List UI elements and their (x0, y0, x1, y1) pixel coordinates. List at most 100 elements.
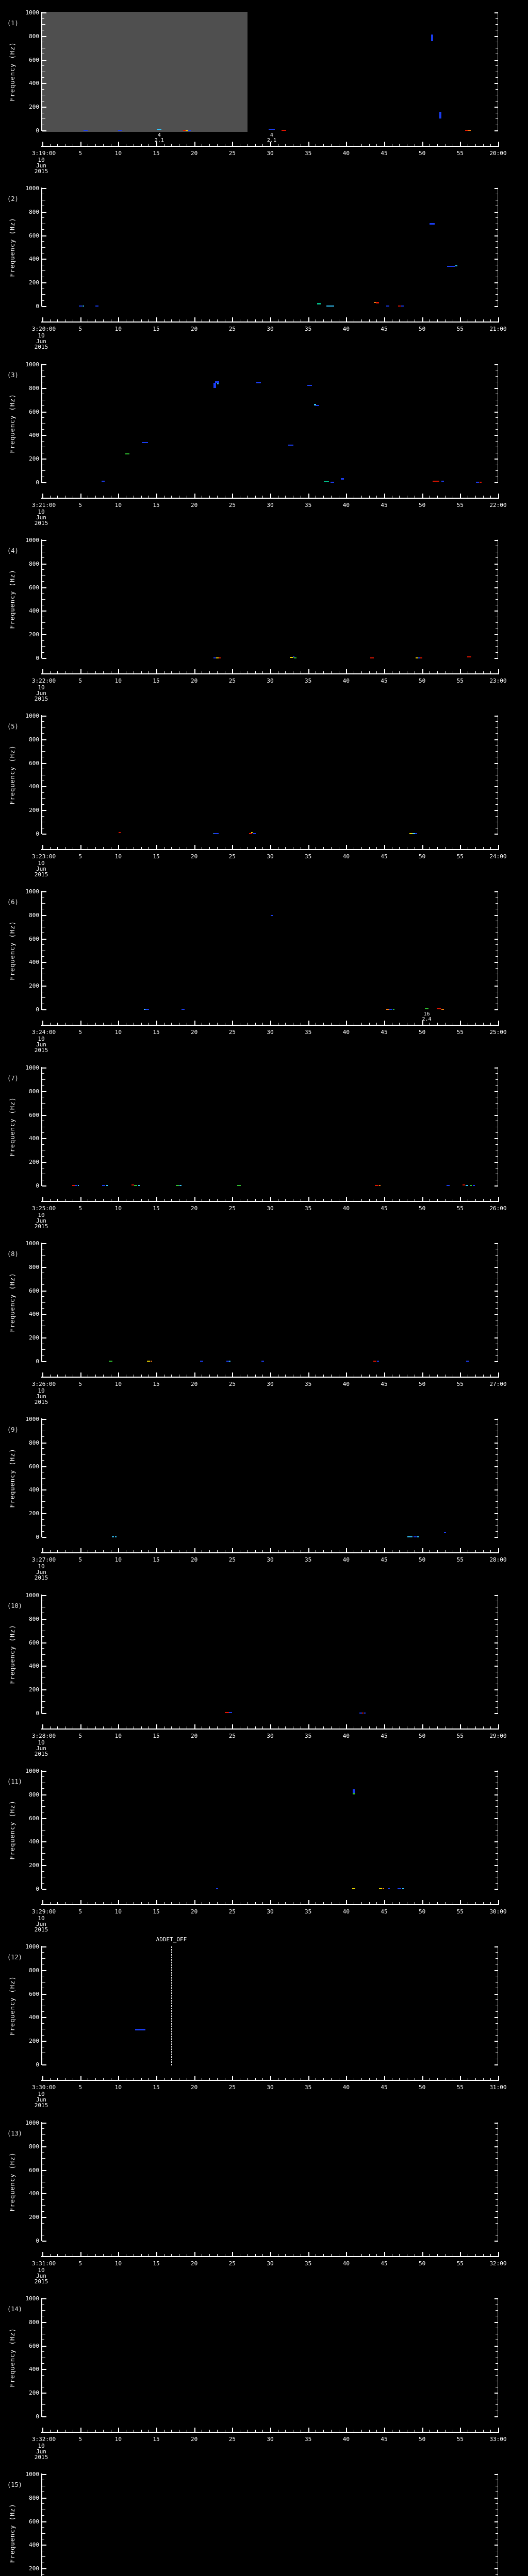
right-y-tick (494, 1595, 498, 1596)
y-tick (42, 294, 45, 295)
y-tick (42, 727, 45, 728)
x-tick-minor (50, 319, 51, 321)
date-line: Jun (36, 690, 46, 697)
x-tick-minor (483, 1550, 484, 1552)
x-tick-minor (323, 847, 324, 849)
y-tick (42, 65, 44, 66)
right-y-tick (494, 1489, 498, 1491)
x-tick-major (308, 2076, 309, 2080)
x-tick-label: 20 (191, 1205, 198, 1212)
right-y-tick (494, 2170, 498, 2171)
x-tick-minor (148, 1199, 150, 1201)
spectral-mark (463, 1184, 465, 1185)
x-tick-major (118, 1724, 120, 1728)
spectral-mark (383, 1888, 384, 1890)
spectrogram-panel: (12) Frequency (Hz) 0 200 400 600 800 1000 3:30:… (0, 1934, 528, 2110)
x-tick-major (270, 1548, 271, 1552)
x-tick-label: 35 (305, 1029, 312, 1036)
x-tick-label: 25 (228, 1733, 236, 1739)
y-tick-label: 600 (29, 2518, 39, 2525)
x-tick-label: 50 (419, 2260, 426, 2267)
y-tick (42, 1009, 46, 1010)
y-tick (42, 1337, 46, 1339)
x-start-time-label: 3:22:00 (31, 677, 56, 684)
y-tick-label: 800 (29, 1615, 39, 1622)
x-tick-major (498, 1372, 499, 1377)
spectral-mark (134, 1184, 138, 1187)
y-tick (42, 1654, 45, 1655)
x-tick-major (80, 142, 81, 146)
spectral-mark (269, 128, 275, 130)
y-tick (42, 997, 45, 998)
y-tick-label: 600 (29, 1463, 39, 1470)
y-tick (42, 2298, 46, 2299)
x-start-time-label: 3:23:00 (31, 853, 56, 860)
x-tick-major (460, 2428, 461, 2432)
y-tick (42, 1454, 45, 1455)
spectral-mark (392, 1008, 394, 1010)
x-tick-label: 15 (153, 2084, 160, 2091)
x-tick-major (194, 1900, 195, 1904)
x-tick-minor (444, 1375, 446, 1377)
y-tick (42, 2369, 46, 2370)
x-tick-label: 5 (78, 1908, 82, 1915)
y-tick (42, 557, 44, 558)
right-y-tick (494, 986, 498, 987)
x-tick-minor (255, 319, 256, 321)
right-y-tick (494, 739, 498, 740)
x-tick-minor (103, 1550, 104, 1552)
x-tick-label: 35 (305, 502, 312, 509)
right-y-tick (494, 2193, 498, 2195)
y-tick (42, 130, 46, 131)
y-tick (42, 798, 45, 799)
x-tick-minor (376, 2430, 377, 2432)
y-tick (42, 739, 46, 740)
x-tick-minor (141, 1726, 142, 1728)
y-tick (42, 810, 46, 811)
x-tick-label: 30 (267, 853, 274, 860)
right-y-tick (496, 804, 498, 805)
y-tick (42, 470, 45, 471)
x-tick-minor (369, 847, 370, 849)
x-tick-major (422, 1900, 423, 1904)
spectral-mark (416, 657, 418, 659)
y-tick-label: 1000 (25, 9, 40, 16)
x-tick-minor (171, 319, 172, 321)
x-tick-label: 25 (228, 150, 236, 157)
y-tick (42, 2193, 46, 2195)
right-y-tick (496, 440, 498, 442)
y-tick (42, 1144, 44, 1145)
right-y-tick (496, 751, 498, 752)
y-tick-label: 800 (29, 2143, 39, 2150)
x-tick-minor (50, 1902, 51, 1904)
y-tick-label: 0 (36, 2061, 39, 2068)
x-tick-label: 55 (456, 1733, 464, 1739)
x-tick-minor (148, 2430, 150, 2432)
spectral-mark (446, 1184, 450, 1187)
x-tick-major (232, 1197, 234, 1201)
x-tick-label: 50 (419, 150, 426, 157)
x-tick-label: 30 (267, 1908, 274, 1915)
panel-index-label: (15) (7, 2481, 22, 2488)
x-tick-minor (217, 1023, 218, 1025)
x-tick-minor (103, 144, 104, 146)
y-axis-line (41, 1067, 42, 1186)
x-tick-minor (95, 1902, 96, 1904)
x-tick-label: 40 (342, 1556, 350, 1563)
x-tick-minor (285, 847, 286, 849)
right-y-tick (494, 211, 498, 213)
x-tick-minor (331, 319, 332, 321)
spectral-mark (217, 383, 219, 385)
x-tick-minor (262, 2078, 263, 2080)
x-tick-label: 5 (78, 677, 82, 684)
y-tick-label: 600 (29, 408, 39, 415)
x-tick-minor (50, 496, 51, 498)
x-tick-major (384, 1021, 385, 1025)
right-y-tick (494, 2497, 498, 2499)
x-tick-major (422, 845, 423, 849)
x-tick-label: 20 (191, 1381, 198, 1387)
x-tick-major (118, 1021, 120, 1025)
right-y-tick (494, 482, 498, 483)
x-tick-label: 20 (191, 1733, 198, 1739)
x-tick-minor (331, 671, 332, 673)
